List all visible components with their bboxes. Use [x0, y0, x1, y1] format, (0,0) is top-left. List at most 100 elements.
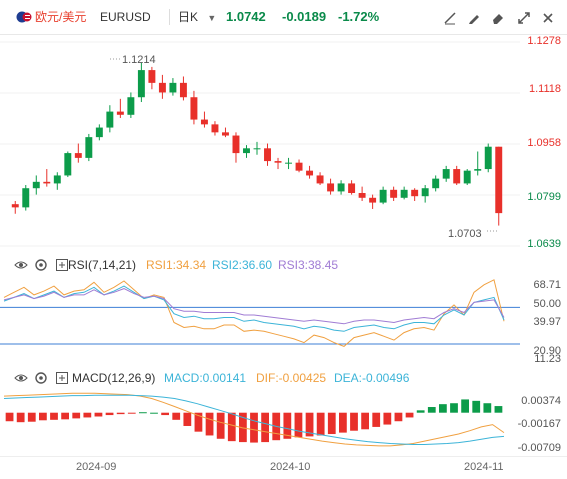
macd-bar	[416, 410, 425, 413]
add-indicator-icon[interactable]	[55, 371, 69, 385]
rsi-title: RSI(7,14,21)	[68, 258, 137, 272]
settings-icon[interactable]	[34, 371, 48, 385]
candle-body	[64, 153, 72, 176]
draw-tool-button[interactable]	[464, 8, 484, 28]
macd-bar	[239, 412, 247, 443]
candle-body	[484, 146, 492, 170]
erase-tool-button[interactable]	[488, 8, 508, 28]
candle-body	[358, 193, 366, 198]
eye-icon[interactable]	[14, 258, 28, 272]
settings-icon[interactable]	[34, 258, 48, 272]
macd-bar	[83, 412, 92, 418]
interval-label: 日K	[178, 10, 199, 24]
candle-body	[116, 111, 124, 115]
macd-tick: -0.00709	[517, 442, 561, 454]
eu-us-flag-icon	[16, 11, 32, 23]
candle-body	[316, 175, 324, 184]
time-tick: 2024-11	[464, 461, 504, 473]
rsi-chart[interactable]	[0, 274, 567, 368]
candle-body	[127, 97, 135, 115]
candle-body	[200, 119, 208, 125]
macd-bar	[61, 412, 69, 420]
time-tick: 2024-10	[270, 461, 311, 473]
candle-body	[148, 70, 156, 83]
dif-line	[3, 392, 505, 447]
candles-group	[11, 62, 503, 226]
rsi-tick: 20.90	[533, 345, 561, 357]
price-gridlines	[0, 41, 520, 247]
line-tool-button[interactable]	[440, 8, 460, 28]
price-change: -0.0189	[282, 9, 327, 24]
dea-line	[3, 394, 505, 445]
candle-body	[243, 148, 250, 154]
candlestick-chart[interactable]: 1.1214 1.0703	[0, 34, 567, 255]
macd-bar	[339, 412, 347, 433]
candle-body	[474, 169, 482, 171]
macd-bar	[183, 412, 192, 426]
macd-tick: -0.00167	[517, 418, 561, 430]
eye-icon[interactable]	[14, 371, 28, 385]
macd-value: MACD:0.00141	[164, 371, 247, 385]
rsi-tick: 11.23	[534, 353, 561, 365]
macd-bar	[150, 412, 158, 414]
candle-body	[179, 82, 187, 98]
close-icon	[543, 13, 553, 23]
macd-bar	[161, 412, 169, 416]
fullscreen-button[interactable]	[514, 8, 534, 28]
macd-bar	[261, 412, 269, 443]
candle-body	[390, 189, 398, 198]
candle-body	[85, 137, 93, 158]
macd-bar	[283, 412, 292, 439]
macd-bar	[227, 412, 236, 442]
candle-body	[400, 189, 408, 198]
candle-body	[53, 175, 61, 184]
candle-body	[453, 169, 461, 184]
chart-toolbar: 欧元/美元 EURUSD 日K ▼ 1.0742 -0.0189 -1.72%	[0, 0, 567, 35]
rsi-tick: 50.00	[533, 298, 561, 310]
macd-bar	[316, 412, 325, 436]
interval-selector[interactable]: 日K ▼	[178, 8, 216, 27]
close-button[interactable]	[538, 8, 558, 28]
symbol-name-cn[interactable]: 欧元/美元	[35, 10, 87, 24]
candle-body	[264, 148, 271, 162]
rsi3-value: RSI3:38.45	[278, 258, 339, 272]
high-annotation: 1.1214	[110, 54, 156, 66]
candle-body	[369, 197, 377, 203]
macd-bar	[105, 412, 114, 416]
candle-body	[442, 169, 450, 179]
toolbar-divider	[169, 9, 170, 25]
macd-bar	[439, 404, 447, 413]
macd-bar	[494, 406, 503, 413]
macd-bar	[327, 412, 336, 435]
high-label: 1.1214	[122, 54, 156, 66]
candle-body	[411, 189, 419, 197]
candle-body	[337, 183, 345, 192]
candle-body	[432, 178, 440, 189]
rsi2-value: RSI2:36.60	[212, 258, 273, 272]
macd-bar	[350, 412, 358, 431]
candle-body	[421, 188, 429, 197]
candle-body	[285, 162, 293, 164]
macd-bar	[172, 412, 181, 420]
macd-bar	[139, 412, 147, 414]
time-axis: 2024-09 2024-10 2024-11	[0, 456, 567, 479]
add-indicator-icon[interactable]	[55, 258, 69, 272]
candle-body	[11, 204, 19, 208]
macd-bar	[205, 412, 214, 436]
trend-line-icon	[444, 12, 456, 25]
macd-bar	[127, 412, 136, 414]
price-tick: 1.1118	[528, 83, 561, 95]
time-tick: 2024-09	[76, 461, 117, 473]
price-tick: 1.0639	[527, 238, 561, 250]
macd-bar	[461, 399, 469, 413]
macd-bar	[483, 403, 492, 413]
last-price: 1.0742	[226, 9, 266, 24]
rsi-line-rsi2	[3, 285, 505, 332]
macd-bar	[5, 412, 14, 422]
low-annotation: 1.0703	[448, 228, 497, 240]
symbol-code[interactable]: EURUSD	[100, 10, 151, 24]
macd-bar	[394, 412, 403, 422]
macd-bar	[94, 412, 103, 417]
candle-body	[158, 82, 166, 93]
macd-chart[interactable]	[0, 387, 567, 456]
